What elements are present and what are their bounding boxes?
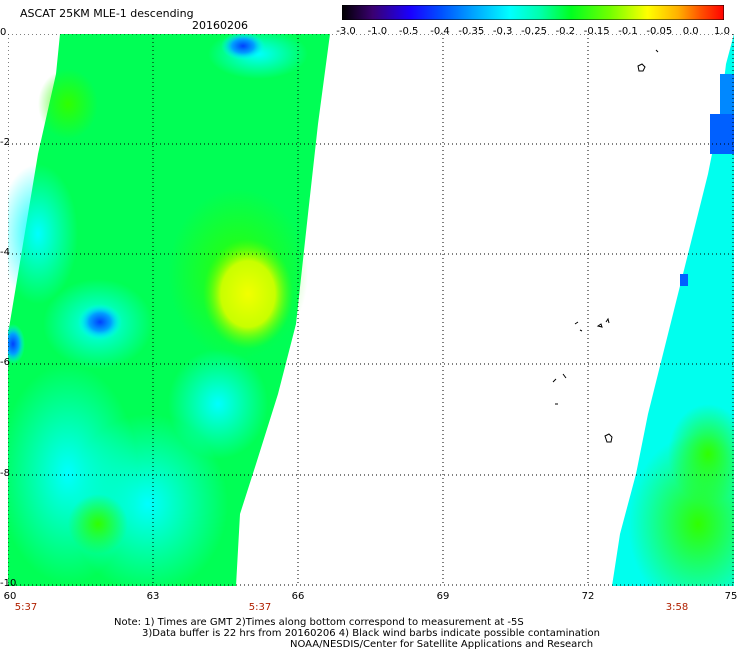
colorbar-tick-label: -3.0 xyxy=(336,26,356,37)
colorbar-tick-label: -1.0 xyxy=(367,26,388,37)
pass-time-1: 5:37 xyxy=(14,602,38,613)
right-swath xyxy=(612,34,734,586)
colorbar-tick-label: -0.35 xyxy=(458,26,485,37)
grid-lines xyxy=(8,34,734,586)
note-line-1: Note: 1) Times are GMT 2)Times along bot… xyxy=(114,617,524,628)
product-title: ASCAT 25KM MLE-1 descending xyxy=(20,7,194,20)
pass-time-2: 5:37 xyxy=(248,602,272,613)
lon-label-72: 72 xyxy=(581,591,595,602)
lon-label-69: 69 xyxy=(436,591,450,602)
island-outlines xyxy=(552,49,659,443)
lon-label-60: 60 xyxy=(3,591,17,602)
map-plot xyxy=(8,34,734,586)
colorbar-tick-label: -0.05 xyxy=(646,26,673,37)
lat-label-2: -2 xyxy=(0,137,10,148)
note-line-2: 3)Data buffer is 22 hrs from 20160206 4)… xyxy=(142,628,600,639)
colorbar xyxy=(342,5,724,20)
colorbar-tick-label: -0.5 xyxy=(398,26,419,37)
lat-label-8: -8 xyxy=(0,468,10,479)
pass-time-3: 3:58 xyxy=(665,602,689,613)
colorbar-tick-label: -0.15 xyxy=(583,26,610,37)
lat-label-6: -6 xyxy=(0,357,10,368)
colorbar-tick-label: -0.1 xyxy=(618,26,638,37)
colorbar-tick-label: -0.25 xyxy=(521,26,547,37)
product-date: 20160206 xyxy=(192,19,248,32)
colorbar-tick-label: 1.0 xyxy=(714,26,730,37)
left-swath xyxy=(8,34,330,586)
colorbar-tick-label: -0.3 xyxy=(492,26,513,37)
lon-label-75: 75 xyxy=(724,591,738,602)
lon-label-66: 66 xyxy=(291,591,305,602)
lat-label-0: 0 xyxy=(0,27,7,38)
note-line-3: NOAA/NESDIS/Center for Satellite Applica… xyxy=(290,639,594,650)
lat-label-10: -10 xyxy=(0,578,17,589)
lon-label-63: 63 xyxy=(146,591,160,602)
colorbar-tick-label: -0.4 xyxy=(430,26,450,37)
lat-label-4: -4 xyxy=(0,247,10,258)
colorbar-tick-label: -0.2 xyxy=(555,26,576,37)
colorbar-tick-label: 0.0 xyxy=(682,26,699,37)
